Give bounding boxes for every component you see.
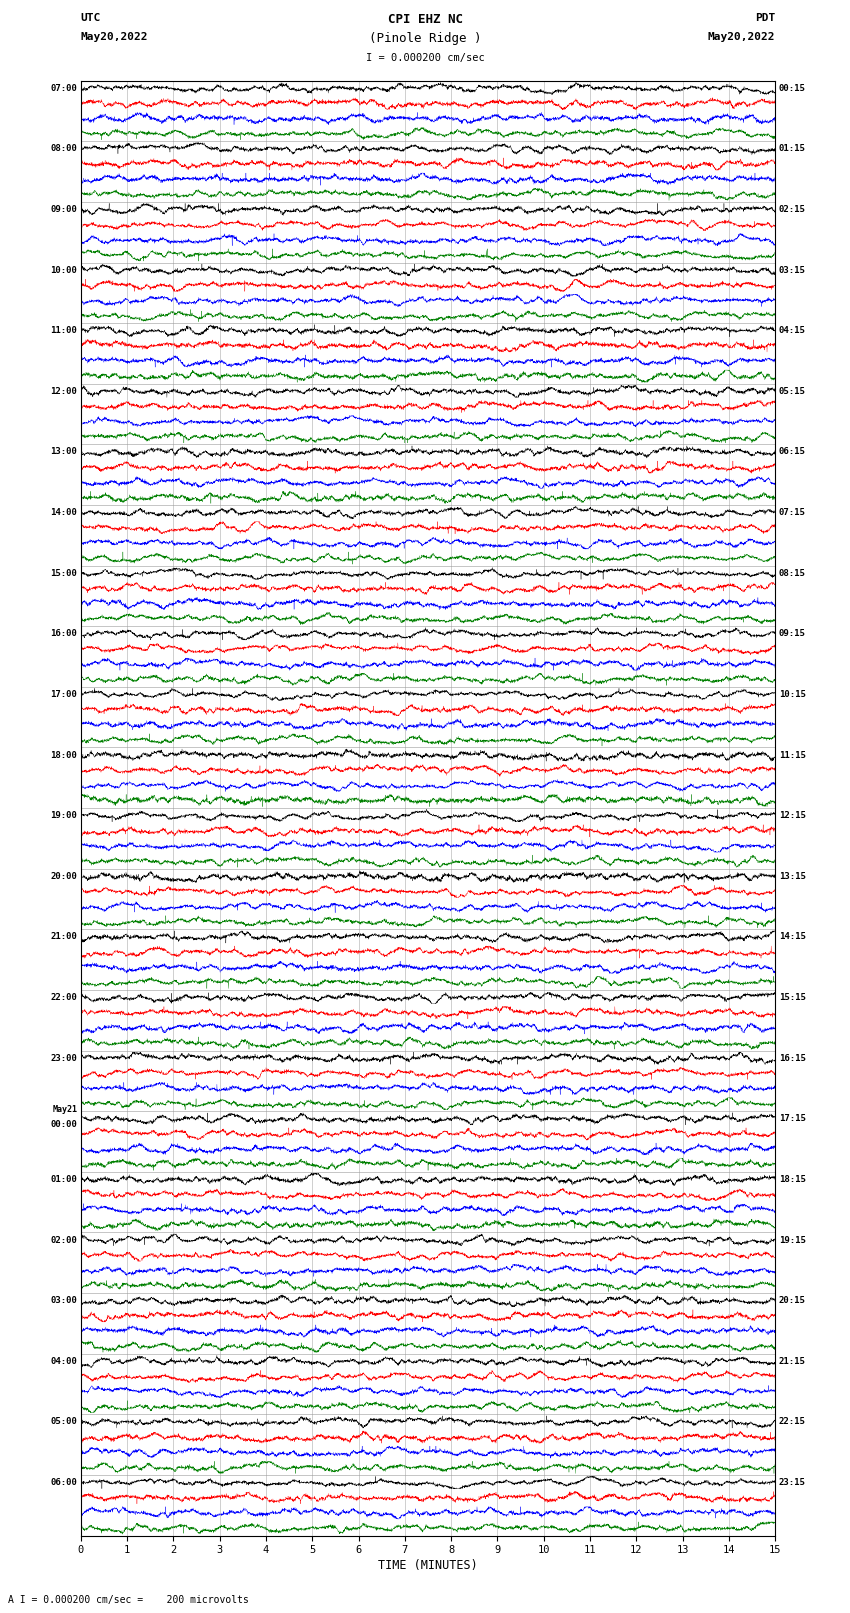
Text: 12:00: 12:00	[50, 387, 77, 395]
Text: 13:00: 13:00	[50, 447, 77, 456]
Text: 23:15: 23:15	[779, 1478, 806, 1487]
Text: 16:00: 16:00	[50, 629, 77, 639]
X-axis label: TIME (MINUTES): TIME (MINUTES)	[378, 1560, 478, 1573]
Text: 20:00: 20:00	[50, 871, 77, 881]
Text: UTC: UTC	[81, 13, 101, 23]
Text: May20,2022: May20,2022	[81, 32, 148, 42]
Text: 03:00: 03:00	[50, 1297, 77, 1305]
Text: 14:15: 14:15	[779, 932, 806, 942]
Text: 02:00: 02:00	[50, 1236, 77, 1245]
Text: 07:00: 07:00	[50, 84, 77, 92]
Text: CPI EHZ NC: CPI EHZ NC	[388, 13, 462, 26]
Text: 19:00: 19:00	[50, 811, 77, 819]
Text: 05:00: 05:00	[50, 1418, 77, 1426]
Text: 10:00: 10:00	[50, 266, 77, 274]
Text: PDT: PDT	[755, 13, 775, 23]
Text: 21:15: 21:15	[779, 1357, 806, 1366]
Text: 00:15: 00:15	[779, 84, 806, 92]
Text: 20:15: 20:15	[779, 1297, 806, 1305]
Text: 08:15: 08:15	[779, 569, 806, 577]
Text: 05:15: 05:15	[779, 387, 806, 395]
Text: 22:00: 22:00	[50, 994, 77, 1002]
Text: 06:15: 06:15	[779, 447, 806, 456]
Text: 10:15: 10:15	[779, 690, 806, 698]
Text: 09:00: 09:00	[50, 205, 77, 215]
Text: 22:15: 22:15	[779, 1418, 806, 1426]
Text: (Pinole Ridge ): (Pinole Ridge )	[369, 32, 481, 45]
Text: 00:00: 00:00	[50, 1121, 77, 1129]
Text: 04:00: 04:00	[50, 1357, 77, 1366]
Text: 02:15: 02:15	[779, 205, 806, 215]
Text: May21: May21	[53, 1105, 77, 1115]
Text: 03:15: 03:15	[779, 266, 806, 274]
Text: I = 0.000200 cm/sec: I = 0.000200 cm/sec	[366, 53, 484, 63]
Text: 19:15: 19:15	[779, 1236, 806, 1245]
Text: 01:00: 01:00	[50, 1174, 77, 1184]
Text: 17:00: 17:00	[50, 690, 77, 698]
Text: 18:15: 18:15	[779, 1174, 806, 1184]
Text: 01:15: 01:15	[779, 144, 806, 153]
Text: 16:15: 16:15	[779, 1053, 806, 1063]
Text: 17:15: 17:15	[779, 1115, 806, 1123]
Text: 15:15: 15:15	[779, 994, 806, 1002]
Text: 07:15: 07:15	[779, 508, 806, 518]
Text: A I = 0.000200 cm/sec =    200 microvolts: A I = 0.000200 cm/sec = 200 microvolts	[8, 1595, 249, 1605]
Text: 21:00: 21:00	[50, 932, 77, 942]
Text: 13:15: 13:15	[779, 871, 806, 881]
Text: 12:15: 12:15	[779, 811, 806, 819]
Text: 11:00: 11:00	[50, 326, 77, 336]
Text: May20,2022: May20,2022	[708, 32, 775, 42]
Text: 15:00: 15:00	[50, 569, 77, 577]
Text: 18:00: 18:00	[50, 750, 77, 760]
Text: 11:15: 11:15	[779, 750, 806, 760]
Text: 06:00: 06:00	[50, 1478, 77, 1487]
Text: 14:00: 14:00	[50, 508, 77, 518]
Text: 09:15: 09:15	[779, 629, 806, 639]
Text: 23:00: 23:00	[50, 1053, 77, 1063]
Text: 04:15: 04:15	[779, 326, 806, 336]
Text: 08:00: 08:00	[50, 144, 77, 153]
